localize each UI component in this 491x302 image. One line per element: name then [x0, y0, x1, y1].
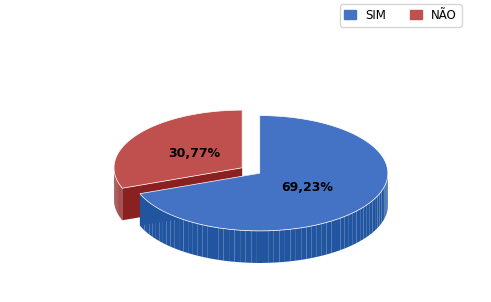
Polygon shape: [306, 226, 312, 259]
Polygon shape: [360, 207, 363, 241]
Polygon shape: [312, 225, 317, 258]
Polygon shape: [235, 230, 240, 262]
Polygon shape: [121, 187, 122, 220]
Polygon shape: [163, 211, 166, 245]
Polygon shape: [119, 184, 120, 217]
Polygon shape: [356, 209, 360, 243]
Polygon shape: [140, 194, 142, 228]
Polygon shape: [363, 205, 367, 239]
Polygon shape: [296, 228, 301, 261]
Polygon shape: [122, 168, 242, 220]
Polygon shape: [345, 215, 349, 249]
Polygon shape: [153, 205, 156, 239]
Polygon shape: [301, 227, 306, 260]
Polygon shape: [218, 228, 223, 261]
Polygon shape: [353, 211, 356, 245]
Polygon shape: [251, 231, 257, 263]
Text: 69,23%: 69,23%: [281, 182, 333, 194]
Polygon shape: [223, 229, 229, 261]
Polygon shape: [171, 215, 175, 249]
Legend: SIM, NÃO: SIM, NÃO: [340, 4, 462, 27]
Polygon shape: [322, 223, 327, 256]
Polygon shape: [213, 227, 218, 260]
Polygon shape: [144, 198, 147, 233]
Polygon shape: [184, 220, 188, 253]
Polygon shape: [166, 213, 171, 247]
Polygon shape: [208, 226, 213, 259]
Polygon shape: [198, 224, 203, 257]
Polygon shape: [257, 231, 263, 263]
Polygon shape: [159, 209, 163, 243]
Polygon shape: [114, 110, 242, 188]
Polygon shape: [386, 179, 387, 214]
Polygon shape: [336, 218, 340, 252]
Polygon shape: [384, 184, 385, 218]
Polygon shape: [367, 203, 370, 237]
Polygon shape: [229, 229, 235, 262]
Polygon shape: [246, 230, 251, 263]
Polygon shape: [268, 230, 274, 263]
Polygon shape: [240, 230, 246, 263]
Polygon shape: [385, 182, 386, 216]
Polygon shape: [373, 198, 375, 233]
Polygon shape: [331, 220, 336, 253]
Polygon shape: [147, 201, 150, 235]
Polygon shape: [279, 230, 285, 262]
Polygon shape: [285, 229, 290, 262]
Polygon shape: [274, 230, 279, 263]
Polygon shape: [118, 183, 119, 216]
Polygon shape: [140, 116, 388, 231]
Polygon shape: [340, 217, 345, 250]
Polygon shape: [378, 194, 380, 228]
Text: 30,77%: 30,77%: [168, 146, 221, 159]
Polygon shape: [382, 189, 383, 223]
Polygon shape: [349, 213, 353, 247]
Polygon shape: [156, 207, 159, 241]
Polygon shape: [188, 221, 193, 255]
Polygon shape: [179, 218, 184, 252]
Polygon shape: [380, 191, 382, 226]
Polygon shape: [140, 173, 260, 226]
Polygon shape: [203, 225, 208, 258]
Polygon shape: [150, 203, 153, 237]
Polygon shape: [120, 185, 121, 218]
Polygon shape: [375, 196, 378, 230]
Polygon shape: [317, 224, 322, 257]
Polygon shape: [290, 229, 296, 261]
Polygon shape: [370, 201, 373, 235]
Polygon shape: [263, 231, 268, 263]
Polygon shape: [383, 186, 384, 221]
Polygon shape: [175, 217, 179, 250]
Polygon shape: [193, 223, 198, 256]
Polygon shape: [142, 196, 144, 230]
Polygon shape: [117, 181, 118, 214]
Polygon shape: [327, 221, 331, 255]
